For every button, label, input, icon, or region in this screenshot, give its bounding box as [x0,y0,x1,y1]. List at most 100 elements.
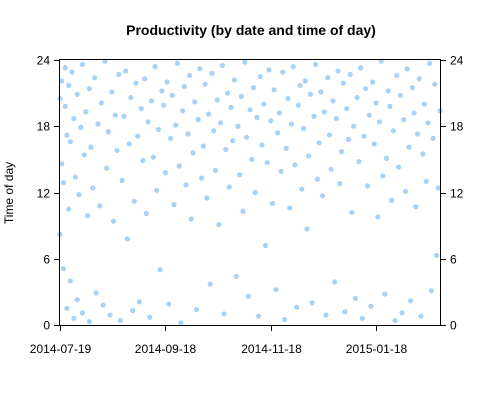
data-point [380,173,386,179]
y-tick-label-right: 6 [450,253,457,267]
data-point [107,312,113,318]
data-point [207,281,213,287]
data-point [314,176,320,182]
data-point [128,94,134,101]
data-point [335,68,341,74]
data-point [138,105,144,112]
data-point [394,72,400,79]
data-point [121,113,127,119]
data-point [60,179,67,186]
points-layer [57,58,443,326]
data-point [145,119,151,125]
data-point [387,103,393,109]
data-point [330,98,336,104]
data-point [235,123,241,129]
data-point [397,92,403,98]
data-point [223,146,229,153]
data-point [79,61,86,68]
data-point [401,117,407,123]
data-point [171,202,177,208]
data-point [205,111,212,117]
data-point [117,317,124,324]
data-point [345,136,352,143]
data-point [76,192,82,198]
data-point [81,152,87,158]
data-point [185,131,191,137]
data-point [90,185,96,191]
chart-title: Productivity (by date and time of day) [126,22,376,38]
data-point [261,101,267,107]
data-point [352,295,358,302]
data-point [66,206,72,212]
data-point [257,73,263,80]
data-point [131,198,137,204]
data-point [294,304,300,310]
data-point [183,182,189,188]
data-point [326,132,333,138]
data-point [411,110,417,116]
data-point [266,67,272,73]
data-point [97,203,103,209]
data-point [435,185,441,191]
data-point [86,319,92,325]
data-point [342,309,348,315]
right-y-axis: 0 6 12 18 24 [440,54,464,333]
data-point [425,120,431,126]
data-point [67,139,73,145]
data-point [200,143,206,149]
data-point [256,313,262,319]
data-point [110,218,117,224]
data-point [245,293,251,299]
x-tick-label: 2014-09-18 [135,342,197,356]
data-point [423,178,429,185]
data-point [283,145,289,151]
data-point [59,78,65,84]
data-point [325,75,331,81]
data-point [238,93,244,100]
data-point [385,88,391,94]
data-point [313,61,319,68]
data-point [162,170,168,176]
data-point [218,120,224,126]
data-point [221,311,227,317]
data-point [302,78,308,84]
data-point [421,101,428,107]
data-point [164,79,170,85]
data-point [186,72,193,79]
data-point [78,124,84,130]
data-point [66,82,72,88]
data-point [300,125,307,132]
data-point [271,87,277,93]
data-point [383,155,390,161]
y-tick-label-right: 18 [450,120,464,134]
data-point [98,100,105,106]
y-tick-label: 24 [37,54,51,68]
data-point [275,130,281,136]
data-point [178,320,184,326]
data-point [351,123,357,129]
data-point [364,183,371,189]
data-point [104,165,110,171]
data-point [233,273,239,280]
data-point [416,76,422,82]
data-point [276,110,282,116]
data-point [124,236,130,242]
data-point [332,279,338,285]
data-point [72,174,79,180]
data-point [152,64,158,70]
data-point [60,266,67,272]
data-point [67,278,73,284]
data-point [299,186,305,192]
data-point [370,79,376,85]
data-point [304,226,310,232]
data-point [136,299,143,305]
data-point [228,104,234,111]
x-tick-label: 2014-07-19 [30,342,92,356]
data-point [344,105,350,112]
data-point [126,141,132,147]
data-point [262,242,269,249]
data-point [287,205,293,211]
data-point [288,121,295,127]
